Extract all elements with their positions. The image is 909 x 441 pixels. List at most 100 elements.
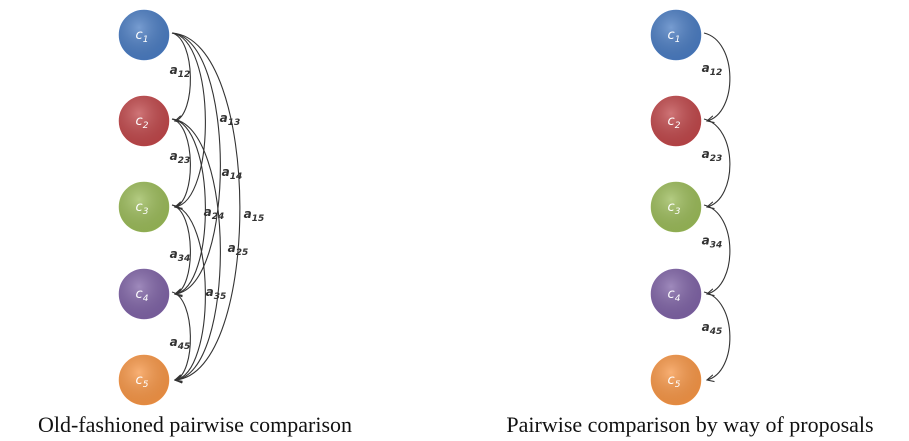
edge-label-a25-subscript: 25 xyxy=(236,248,249,258)
edge-label-a12: a12 xyxy=(702,61,723,78)
node-c3: c3 xyxy=(117,180,171,234)
edge-label-a23-subscript: 23 xyxy=(710,154,723,164)
edge-label-a12: a12 xyxy=(170,63,191,80)
edge-a24 xyxy=(171,118,206,294)
node-label-c2-subscript: 2 xyxy=(143,121,149,131)
node-label-c1-subscript: 1 xyxy=(675,35,681,45)
node-label-c3-subscript: 3 xyxy=(143,207,149,217)
node-shading xyxy=(119,355,169,405)
edge-a34 xyxy=(703,204,731,294)
node-label-c1: c1 xyxy=(136,28,149,45)
edge-label-a45-subscript: 45 xyxy=(177,342,191,352)
edge-label-a35-base: a xyxy=(206,285,214,299)
edge-label-a45-subscript: 45 xyxy=(709,327,723,337)
node-label-c3: c3 xyxy=(136,200,149,217)
edge-label-a45-base: a xyxy=(702,320,710,334)
node-label-c2-base: c xyxy=(136,114,143,129)
edge-label-a23-subscript: 23 xyxy=(178,156,191,166)
edge-label-a14-base: a xyxy=(222,165,230,179)
node-label-c1: c1 xyxy=(668,28,681,45)
edge-label-a13-subscript: 13 xyxy=(228,118,241,128)
node-label-c2-subscript: 2 xyxy=(675,121,681,131)
edge-a25 xyxy=(171,118,221,380)
node-c2: c2 xyxy=(649,94,703,148)
node-label-c2: c2 xyxy=(136,114,149,131)
edge-label-a35-subscript: 35 xyxy=(214,292,227,302)
edge-a12 xyxy=(703,32,731,121)
edge-label-a13: a13 xyxy=(220,111,241,128)
edge-label-a12-base: a xyxy=(702,61,710,75)
edge-label-a45-base: a xyxy=(170,335,178,349)
node-label-c3-base: c xyxy=(136,200,143,215)
node-shading xyxy=(119,269,169,319)
node-c5: c5 xyxy=(649,353,703,407)
node-c3: c3 xyxy=(649,180,703,234)
node-shading xyxy=(651,10,701,60)
edge-label-a34-subscript: 34 xyxy=(710,241,723,251)
edge-a45 xyxy=(171,291,191,380)
node-label-c4-subscript: 4 xyxy=(675,294,681,304)
edge-label-a34-base: a xyxy=(170,247,178,261)
node-label-c4: c4 xyxy=(668,287,681,304)
edge-label-a35: a35 xyxy=(206,285,227,302)
left-caption: Old-fashioned pairwise comparison xyxy=(38,412,352,437)
node-shading xyxy=(119,182,169,232)
edge-label-a12-base: a xyxy=(170,63,178,77)
node-label-c4-base: c xyxy=(668,287,675,302)
edge-a23 xyxy=(171,118,191,207)
edge-a14 xyxy=(171,32,221,294)
edge-label-a34-base: a xyxy=(702,234,710,248)
edge-label-a34: a34 xyxy=(170,247,191,264)
edge-label-a14: a14 xyxy=(222,165,243,182)
edge-label-a23: a23 xyxy=(702,147,723,164)
edge-label-a23: a23 xyxy=(170,149,191,166)
node-c2: c2 xyxy=(117,94,171,148)
edge-label-a12-subscript: 12 xyxy=(178,70,191,80)
node-label-c3-base: c xyxy=(668,200,675,215)
node-label-c1-base: c xyxy=(668,28,675,43)
edge-label-a34: a34 xyxy=(702,234,723,251)
edge-label-a15: a15 xyxy=(244,207,265,224)
edge-label-a13-base: a xyxy=(220,111,228,125)
node-label-c5-base: c xyxy=(668,373,675,388)
node-label-c4: c4 xyxy=(136,287,149,304)
edge-label-a23-base: a xyxy=(170,149,178,163)
node-shading xyxy=(651,96,701,146)
edge-label-a24-base: a xyxy=(204,205,212,219)
node-label-c3-subscript: 3 xyxy=(675,207,681,217)
edge-label-a24: a24 xyxy=(204,205,225,222)
node-label-c3: c3 xyxy=(668,200,681,217)
node-label-c5: c5 xyxy=(136,373,149,390)
node-shading xyxy=(119,10,169,60)
edge-a12 xyxy=(171,32,191,121)
edge-label-a25-base: a xyxy=(228,241,236,255)
edge-label-a45: a45 xyxy=(702,320,723,337)
edge-a34 xyxy=(171,204,191,294)
node-c1: c1 xyxy=(649,8,703,62)
node-label-c5-subscript: 5 xyxy=(675,380,681,390)
node-label-c5-base: c xyxy=(136,373,143,388)
node-label-c1-subscript: 1 xyxy=(143,35,149,45)
node-label-c4-subscript: 4 xyxy=(143,294,149,304)
edge-a13 xyxy=(171,32,206,207)
node-shading xyxy=(651,355,701,405)
node-label-c4-base: c xyxy=(136,287,143,302)
edge-label-a14-subscript: 14 xyxy=(230,172,243,182)
edge-a45 xyxy=(703,291,731,380)
edge-label-a15-base: a xyxy=(244,207,252,221)
node-c4: c4 xyxy=(649,267,703,321)
node-shading xyxy=(651,182,701,232)
node-label-c1-base: c xyxy=(136,28,143,43)
node-label-c5-subscript: 5 xyxy=(143,380,149,390)
edge-a23 xyxy=(703,118,731,207)
edge-label-a34-subscript: 34 xyxy=(178,254,191,264)
edge-label-a15-subscript: 15 xyxy=(252,214,265,224)
node-label-c2: c2 xyxy=(668,114,681,131)
edge-label-a45: a45 xyxy=(170,335,191,352)
